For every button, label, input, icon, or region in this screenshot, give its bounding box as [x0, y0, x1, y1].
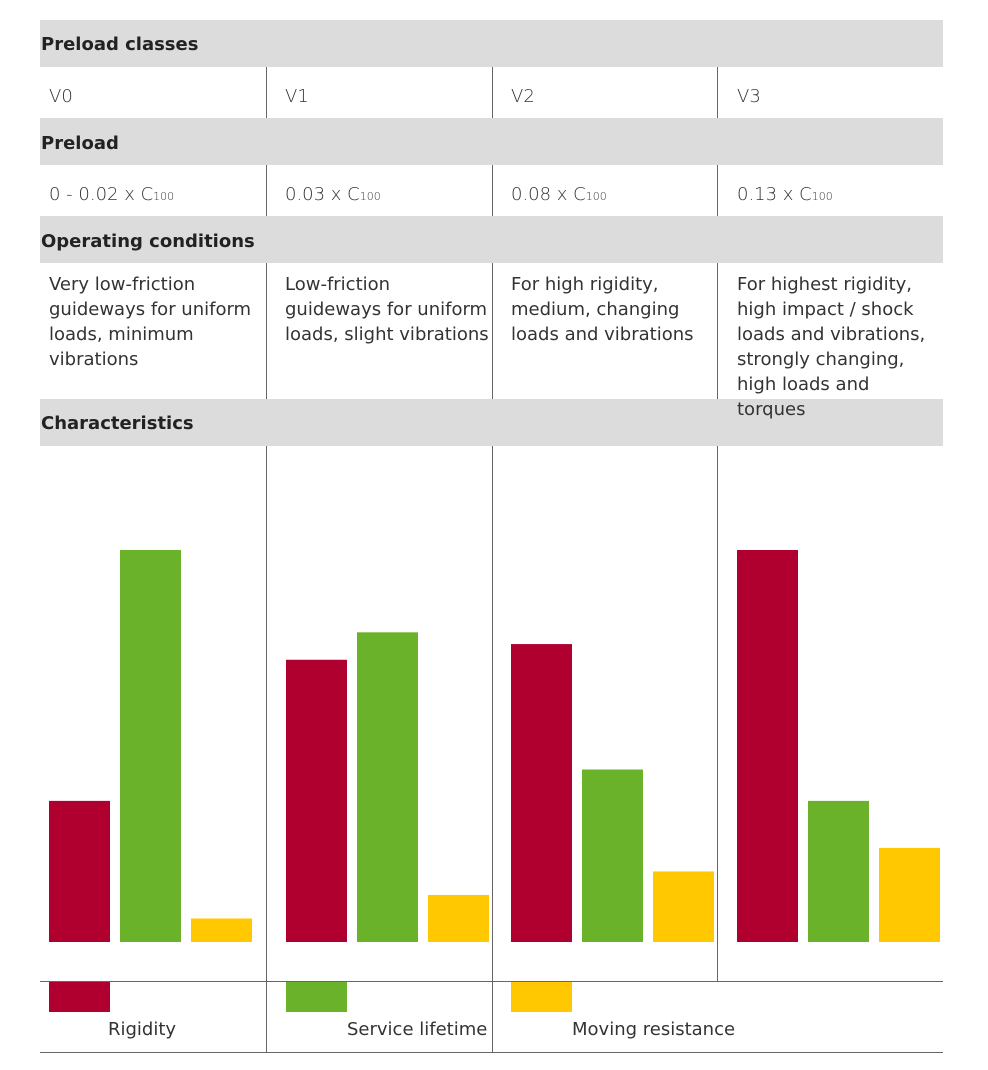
section-title-characteristics: Characteristics	[41, 413, 194, 434]
column-divider	[717, 446, 718, 982]
operating-line: loads and vibrations,	[737, 324, 926, 345]
header-band-preload-classes	[40, 20, 943, 67]
operating-line: guideways for uniform	[49, 299, 252, 320]
column-divider	[492, 165, 493, 216]
operating-line: For high rigidity,	[511, 274, 659, 295]
bar-v0-moving-resistance	[191, 918, 252, 942]
class-cell-v0: V0	[49, 86, 73, 107]
header-band-characteristics	[40, 399, 943, 446]
preload-cell-v1: 0.03 x C100	[285, 184, 381, 205]
operating-line: Very low-friction	[49, 274, 196, 295]
operating-line: Low-friction	[285, 274, 391, 295]
bar-v1-moving-resistance	[428, 894, 489, 942]
column-divider	[492, 446, 493, 1052]
preload-cell-v2: 0.08 x C100	[511, 184, 607, 205]
legend-swatch-rigidity	[49, 982, 110, 1012]
preload-cell-v3: 0.13 x C100	[737, 184, 833, 205]
operating-cell-v2: For high rigidity, medium, changing load…	[511, 272, 726, 347]
column-divider	[492, 263, 493, 399]
legend-bottom-line	[40, 1052, 943, 1053]
column-divider	[266, 446, 267, 1052]
legend-label-rigidity: Rigidity	[108, 1019, 177, 1040]
bar-v2-service-lifetime	[582, 769, 643, 942]
operating-line: loads, slight vibrations	[285, 324, 489, 345]
preload-cell-v0: 0 - 0.02 x C100	[49, 184, 175, 205]
class-cell-v3: V3	[737, 86, 761, 107]
bar-v2-moving-resistance	[653, 871, 714, 942]
operating-line: loads and vibrations	[511, 324, 694, 345]
operating-line: For highest rigidity,	[737, 274, 913, 295]
section-title-operating-conditions: Operating conditions	[41, 231, 255, 252]
section-title-preload: Preload	[41, 133, 119, 154]
bar-v3-rigidity	[737, 550, 798, 942]
column-divider	[266, 165, 267, 216]
column-divider	[717, 67, 718, 118]
bar-v2-rigidity	[511, 644, 572, 942]
operating-line: guideways for uniform	[285, 299, 488, 320]
operating-line: high impact / shock	[737, 299, 914, 320]
bar-v0-rigidity	[49, 800, 110, 942]
bar-v3-service-lifetime	[808, 800, 869, 942]
bar-v1-rigidity	[286, 659, 347, 942]
column-divider	[717, 263, 718, 399]
column-divider	[492, 67, 493, 118]
class-cell-v2: V2	[511, 86, 535, 107]
bar-v3-moving-resistance	[879, 847, 940, 942]
operating-cell-v3: For highest rigidity, high impact / shoc…	[737, 272, 942, 422]
operating-line: high loads and torques	[737, 374, 870, 420]
operating-line: loads, minimum	[49, 324, 194, 345]
bar-v0-service-lifetime	[120, 550, 181, 942]
column-divider	[717, 165, 718, 216]
legend-swatch-moving-resistance	[511, 982, 572, 1012]
legend-label-moving-resistance: Moving resistance	[572, 1019, 736, 1040]
legend-label-service-lifetime: Service lifetime	[347, 1019, 488, 1040]
operating-line: strongly changing,	[737, 349, 905, 370]
operating-cell-v0: Very low-friction guideways for uniform …	[49, 272, 264, 372]
bar-v1-service-lifetime	[357, 632, 418, 942]
operating-cell-v1: Low-friction guideways for uniform loads…	[285, 272, 500, 347]
legend-top-line	[40, 981, 943, 982]
header-band-operating-conditions	[40, 216, 943, 263]
legend-swatch-service-lifetime	[286, 982, 347, 1012]
header-band-preload	[40, 118, 943, 165]
section-title-preload-classes: Preload classes	[41, 34, 199, 55]
column-divider	[266, 263, 267, 399]
class-cell-v1: V1	[285, 86, 309, 107]
column-divider	[266, 67, 267, 118]
operating-line: medium, changing	[511, 299, 680, 320]
operating-line: vibrations	[49, 349, 139, 370]
